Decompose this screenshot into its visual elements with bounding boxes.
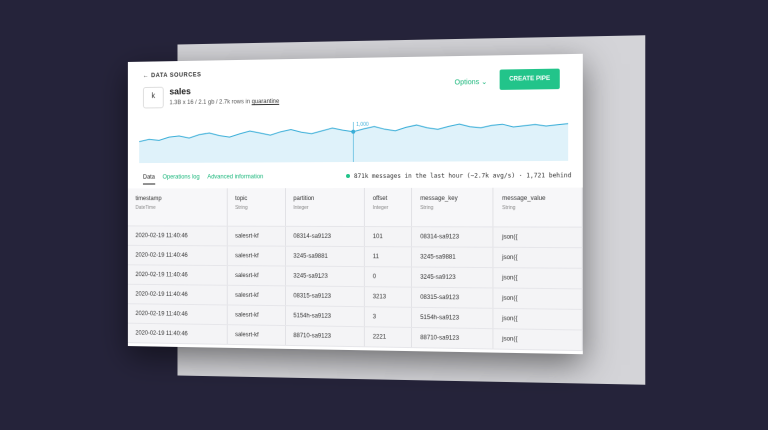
column-type: Integer xyxy=(372,205,389,212)
column-type: Integer xyxy=(293,204,309,211)
column-header: message_key String xyxy=(411,187,494,227)
tab[interactable]: Operations log xyxy=(162,174,200,181)
table-cell: json({ xyxy=(493,226,583,248)
meta-text: 1.3B x 16 / 2.1 gb / 2.7k rows in xyxy=(169,99,251,107)
column-name: timestamp xyxy=(135,196,162,203)
table-cell: json({ xyxy=(493,287,583,310)
table-cell: 0 xyxy=(364,266,412,288)
table-cell: 2020-02-19 11:40:46 xyxy=(127,323,227,345)
table-cell: json({ xyxy=(493,328,583,351)
column-header: timestamp DateTime xyxy=(127,188,227,227)
cursor-point xyxy=(351,129,355,134)
column-header: offset Integer xyxy=(364,187,412,227)
sparkline-area xyxy=(139,123,569,164)
source-icon: ᵏ xyxy=(142,86,164,109)
data-table: timestamp DateTime topic String partition Int… xyxy=(127,187,583,352)
table-cell: 5154h-sa9123 xyxy=(411,307,494,329)
table-cell: salesrt-kf xyxy=(226,226,286,247)
tabs: Data Operations log Advanced information xyxy=(142,174,271,185)
table-cell: 08315-sa9123 xyxy=(285,285,365,307)
table-cell: 2020-02-19 11:40:46 xyxy=(127,303,227,325)
table-cell: 101 xyxy=(364,226,412,247)
column-header: partition Integer xyxy=(285,187,365,227)
table-row: 2020-02-19 11:40:46 salesrt-kf 08314-sa912… xyxy=(127,225,583,248)
table-cell: 08314-sa9123 xyxy=(411,226,494,248)
column-header: message_value String xyxy=(493,187,583,228)
table-cell: 08314-sa9123 xyxy=(285,226,365,247)
column-header: topic String xyxy=(226,188,286,227)
column-name: partition xyxy=(293,196,315,203)
column-name: message_key xyxy=(420,195,458,202)
column-name: message_value xyxy=(502,195,546,202)
table-cell: salesrt-kf xyxy=(226,285,286,306)
table-cell: 2020-02-19 11:40:46 xyxy=(127,284,227,305)
table-cell: json({ xyxy=(493,247,583,269)
options-label: Options xyxy=(454,79,480,87)
table-cell: 5154h-sa9123 xyxy=(285,305,365,327)
table-cell: 2020-02-19 11:40:46 xyxy=(127,264,227,286)
source-meta: 1.3B x 16 / 2.1 gb / 2.7k rows in quaran… xyxy=(169,99,279,106)
table-cell: 3213 xyxy=(364,286,412,308)
sparkline: 1,000 xyxy=(139,116,569,164)
table-cell: 3245-sa9881 xyxy=(285,246,365,267)
table-cell: 3245-sa9881 xyxy=(411,246,494,268)
source-name: sales xyxy=(169,86,191,97)
data-source-card: ← DATA SOURCES ᵏ sales 1.3B x 16 / 2.1 g… xyxy=(127,53,583,355)
table-cell: 3245-sa9123 xyxy=(411,266,494,288)
table-cell: 3245-sa9123 xyxy=(285,266,365,287)
table-cell: 2020-02-19 11:40:46 xyxy=(127,245,227,266)
table-cell: 2020-02-19 11:40:46 xyxy=(127,225,227,246)
table-cell: salesrt-kf xyxy=(226,245,286,267)
table-cell: json({ xyxy=(493,308,583,331)
column-type: String xyxy=(420,205,434,212)
table-cell: 88710-sa9123 xyxy=(411,327,494,350)
table-cell: salesrt-kf xyxy=(226,304,286,326)
table-cell: 3 xyxy=(364,306,412,328)
tooltip: 1,000 xyxy=(356,122,369,128)
status: 871k messages in the last hour (~2.7k av… xyxy=(346,172,571,180)
table-cell: salesrt-kf xyxy=(226,265,286,286)
tab[interactable]: Data xyxy=(142,174,155,185)
options[interactable]: Options ⌄ xyxy=(454,78,488,87)
table-cell: 88710-sa9123 xyxy=(285,325,365,347)
table-cell: 08315-sa9123 xyxy=(411,287,494,309)
create-pipe-button[interactable]: CREATE PIPE xyxy=(499,68,560,90)
column-name: topic xyxy=(235,196,248,203)
back-link[interactable]: ← DATA SOURCES xyxy=(142,72,202,80)
table-cell: json({ xyxy=(493,267,583,289)
column-type: String xyxy=(502,205,516,212)
table-cell: salesrt-kf xyxy=(226,324,286,346)
column-name: offset xyxy=(372,195,388,202)
quarantine-link[interactable]: quarantine xyxy=(251,98,280,106)
table-cell: 11 xyxy=(364,246,412,267)
column-type: DateTime xyxy=(135,204,156,211)
column-type: String xyxy=(235,204,248,211)
tab[interactable]: Advanced information xyxy=(207,174,264,181)
table-cell: 2221 xyxy=(364,326,412,348)
